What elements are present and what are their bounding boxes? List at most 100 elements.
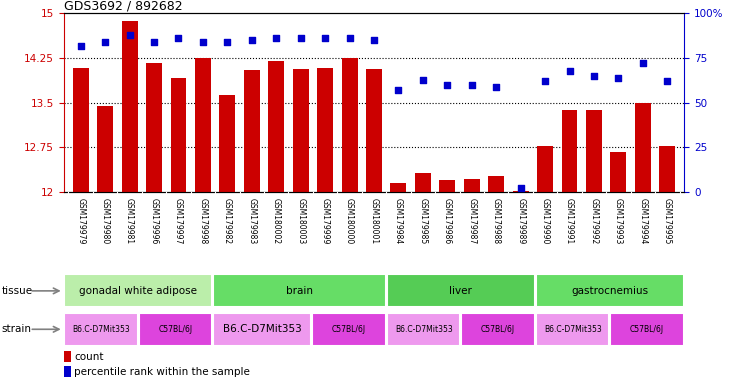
Bar: [610, 313, 684, 346]
Text: GSM179990: GSM179990: [541, 197, 550, 244]
Text: GDS3692 / 892682: GDS3692 / 892682: [64, 0, 183, 12]
Bar: [562, 110, 577, 192]
Bar: [64, 366, 71, 377]
Text: GSM179995: GSM179995: [663, 197, 672, 244]
Point: [270, 35, 282, 41]
Bar: [64, 351, 71, 362]
Bar: [439, 180, 456, 192]
Text: B6.C-D7Mit353: B6.C-D7Mit353: [72, 325, 129, 334]
Point: [613, 74, 625, 81]
Text: C57BL/6J: C57BL/6J: [332, 325, 367, 334]
Text: GSM179999: GSM179999: [321, 197, 330, 244]
Text: strain: strain: [1, 324, 31, 334]
Text: GSM180002: GSM180002: [272, 197, 280, 243]
Bar: [586, 110, 602, 192]
Point: [99, 39, 111, 45]
Text: C57BL/6J: C57BL/6J: [481, 325, 515, 334]
Point: [75, 43, 87, 49]
Text: GSM179987: GSM179987: [468, 197, 476, 244]
Bar: [73, 68, 88, 192]
Bar: [488, 176, 504, 192]
Text: gastrocnemius: gastrocnemius: [571, 286, 649, 296]
Point: [466, 82, 478, 88]
Text: GSM179981: GSM179981: [125, 197, 134, 243]
Text: liver: liver: [450, 286, 472, 296]
Text: tissue: tissue: [1, 286, 33, 296]
Text: GSM179992: GSM179992: [589, 197, 598, 244]
Bar: [537, 146, 553, 192]
Text: GSM179993: GSM179993: [614, 197, 623, 244]
Text: C57BL/6J: C57BL/6J: [159, 325, 192, 334]
Point: [221, 39, 233, 45]
Text: GSM179986: GSM179986: [443, 197, 452, 244]
Bar: [610, 152, 626, 192]
Text: GSM179980: GSM179980: [101, 197, 110, 244]
Bar: [387, 275, 535, 307]
Bar: [138, 313, 212, 346]
Point: [319, 35, 331, 41]
Text: GSM179984: GSM179984: [394, 197, 403, 244]
Point: [637, 60, 649, 66]
Text: brain: brain: [286, 286, 313, 296]
Text: GSM179982: GSM179982: [223, 197, 232, 243]
Point: [148, 39, 160, 45]
Bar: [64, 313, 138, 346]
Point: [123, 32, 135, 38]
Bar: [536, 313, 610, 346]
Bar: [635, 103, 651, 192]
Text: gonadal white adipose: gonadal white adipose: [79, 286, 197, 296]
Bar: [415, 173, 431, 192]
Bar: [313, 313, 386, 346]
Point: [417, 76, 429, 83]
Bar: [342, 58, 358, 192]
Text: GSM179998: GSM179998: [198, 197, 207, 244]
Text: GSM179996: GSM179996: [150, 197, 159, 244]
Bar: [195, 58, 211, 192]
Text: GSM180003: GSM180003: [296, 197, 305, 244]
Bar: [462, 313, 535, 346]
Point: [515, 185, 527, 192]
Text: percentile rank within the sample: percentile rank within the sample: [75, 367, 251, 377]
Point: [173, 35, 185, 41]
Bar: [390, 183, 406, 192]
Bar: [244, 70, 260, 192]
Text: GSM180001: GSM180001: [370, 197, 378, 243]
Bar: [660, 146, 675, 192]
Point: [588, 73, 600, 79]
Bar: [146, 63, 162, 192]
Bar: [219, 95, 236, 192]
Text: GSM179994: GSM179994: [638, 197, 647, 244]
Text: C57BL/6J: C57BL/6J: [630, 325, 664, 334]
Text: GSM179991: GSM179991: [565, 197, 574, 244]
Point: [368, 37, 380, 43]
Text: GSM179988: GSM179988: [491, 197, 500, 243]
Bar: [387, 313, 461, 346]
Point: [197, 39, 209, 45]
Bar: [213, 275, 386, 307]
Bar: [317, 68, 333, 192]
Point: [246, 37, 258, 43]
Point: [661, 78, 673, 84]
Text: GSM180000: GSM180000: [345, 197, 354, 244]
Text: GSM179997: GSM179997: [174, 197, 183, 244]
Point: [295, 35, 307, 41]
Bar: [536, 275, 684, 307]
Bar: [292, 69, 309, 192]
Bar: [269, 61, 284, 192]
Point: [490, 84, 502, 90]
Point: [393, 87, 405, 93]
Bar: [97, 106, 113, 192]
Text: GSM179979: GSM179979: [76, 197, 85, 244]
Text: B6.C-D7Mit353: B6.C-D7Mit353: [395, 325, 453, 334]
Point: [539, 78, 551, 84]
Text: GSM179983: GSM179983: [248, 197, 257, 244]
Text: GSM179989: GSM179989: [516, 197, 525, 244]
Point: [343, 35, 355, 41]
Text: B6.C-D7Mit353: B6.C-D7Mit353: [544, 325, 601, 334]
Bar: [122, 21, 138, 192]
Text: B6.C-D7Mit353: B6.C-D7Mit353: [223, 324, 301, 334]
Bar: [464, 179, 479, 192]
Bar: [366, 69, 382, 192]
Bar: [213, 313, 311, 346]
Point: [563, 68, 575, 74]
